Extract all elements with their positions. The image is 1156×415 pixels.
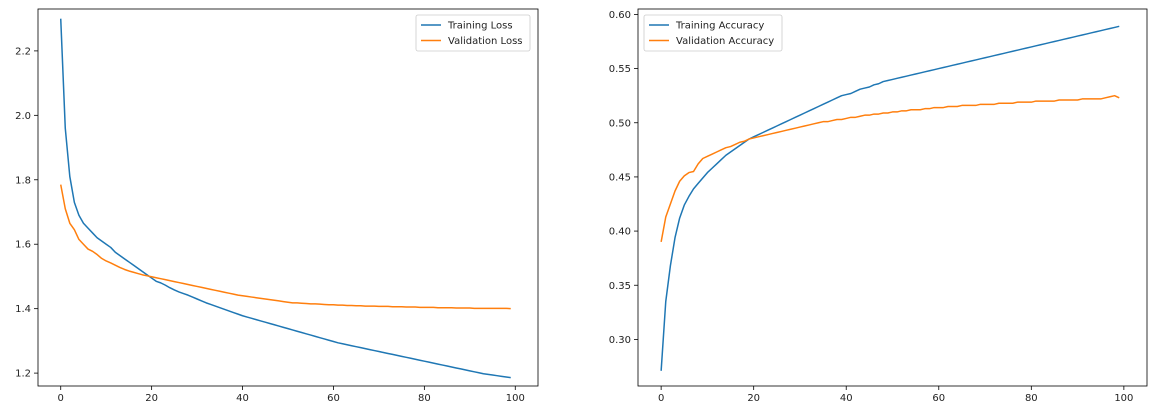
y-tick-label: 1.2 <box>15 369 31 380</box>
legend-label: Validation Loss <box>448 36 523 47</box>
x-tick-label: 0 <box>658 393 664 404</box>
x-tick-label: 40 <box>840 393 853 404</box>
y-tick-label: 0.30 <box>609 335 631 346</box>
y-tick-label: 0.50 <box>609 118 631 129</box>
y-tick-label: 0.40 <box>609 227 631 238</box>
x-tick-label: 40 <box>236 393 249 404</box>
x-tick-label: 20 <box>145 393 158 404</box>
series-line-0 <box>660 25 1120 371</box>
y-tick-label: 1.6 <box>15 240 31 251</box>
series-line-1 <box>59 184 511 310</box>
y-tick-label: 0.60 <box>609 10 631 21</box>
y-tick-label: 2.2 <box>15 46 31 57</box>
y-tick-label: 1.8 <box>15 175 31 186</box>
legend: Training Accuracy Validation Accuracy <box>643 14 783 52</box>
y-tick-label: 2.0 <box>15 111 31 122</box>
legend-label: Validation Accuracy <box>676 36 774 47</box>
accuracy-chart: 0 20 40 60 80 100 0.30 0.35 0.40 0.45 0.50 0.55 0.60… <box>609 8 1148 404</box>
x-tick-label: 80 <box>1025 393 1038 404</box>
x-tick-label: 60 <box>932 393 945 404</box>
legend-label: Training Loss <box>447 21 513 32</box>
legend-label: Training Accuracy <box>675 21 764 32</box>
x-tick-label: 100 <box>1114 393 1133 404</box>
x-tick-label: 20 <box>747 393 760 404</box>
x-tick-label: 80 <box>418 393 431 404</box>
x-tick-label: 60 <box>327 393 340 404</box>
y-tick-label: 0.35 <box>609 281 631 292</box>
y-tick-label: 0.55 <box>609 64 631 75</box>
plot-frame <box>37 8 539 387</box>
loss-chart: 0 20 40 60 80 100 1.2 1.4 1.6 1.8 2.0 2.2 Training L… <box>15 8 539 404</box>
x-tick-label: 100 <box>506 393 525 404</box>
legend-box <box>643 14 783 52</box>
y-tick-label: 1.4 <box>15 304 31 315</box>
plot-frame <box>637 8 1148 387</box>
legend: Training Loss Validation Loss <box>415 14 531 52</box>
y-tick-label: 0.45 <box>609 172 631 183</box>
series-line-0 <box>59 18 511 379</box>
series-line-1 <box>660 94 1120 243</box>
legend-box <box>415 14 531 52</box>
x-tick-label: 0 <box>58 393 64 404</box>
